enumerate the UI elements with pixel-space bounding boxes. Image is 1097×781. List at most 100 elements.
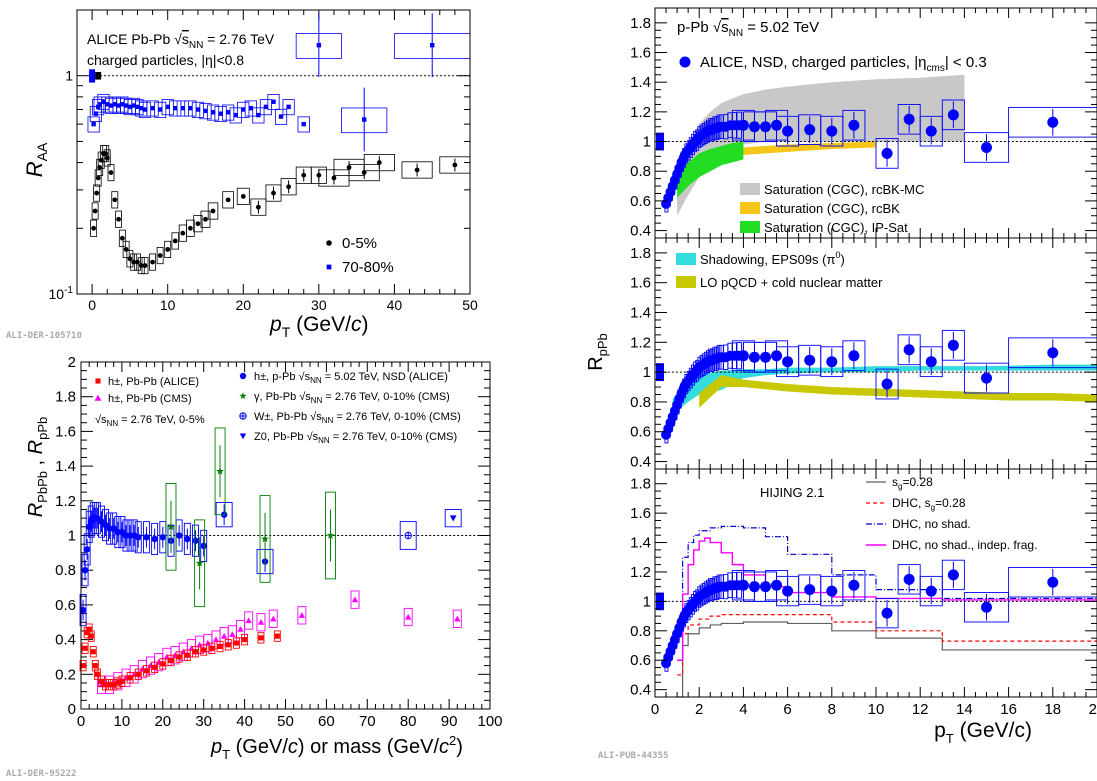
rppb-point (925, 585, 937, 597)
rpbpb-sys-box-alice (93, 668, 101, 680)
rpbpb-sys-box-alice (134, 668, 142, 680)
rpbpb-point-alice (84, 630, 90, 636)
rppb-point (903, 344, 915, 356)
raa-point-0-5 (240, 193, 246, 199)
rppb-legend-swatch (740, 202, 760, 214)
rpbpb-sys-box-gamma (259, 495, 271, 583)
rppb-line-dhc (677, 614, 1097, 676)
raa-sys-box-0-5 (141, 256, 149, 275)
raa-point-70-80 (210, 110, 216, 115)
rpbpb-point-ppb (83, 546, 91, 553)
watermark-2: ALI-DER-95222 (6, 769, 77, 779)
rpbpb-point-alice (152, 664, 158, 670)
rpbpb-ytick-label: 0.8 (55, 562, 76, 579)
raa-point-0-5 (94, 190, 100, 196)
rppb-sys-box (941, 329, 965, 361)
rpbpb-sys-box-alice (87, 630, 95, 642)
rpbpb-point-alice (192, 649, 199, 655)
raa-sys-box-70-80 (229, 107, 242, 124)
raa-point-70-80 (361, 117, 367, 122)
watermark-1: ALI-DER-105710 (6, 331, 82, 341)
rpbpb-point-gamma (216, 467, 224, 475)
raa-norm-blue (89, 69, 96, 83)
raa-point-70-80 (157, 107, 163, 112)
rpbpb-sys-box-alice (232, 637, 240, 649)
rpbpb-point-alice (225, 642, 231, 648)
raa-point-0-5 (361, 170, 367, 175)
rppb-ytick-label: 1.6 (630, 45, 651, 62)
rpbpb-point-cms (212, 636, 220, 643)
raa-sys-box-0-5 (186, 219, 195, 237)
rpbpb-sys-box-alice (273, 630, 281, 642)
rpbpb-point-cms (298, 612, 306, 618)
rpbpb-sys-box-alice (183, 649, 191, 661)
raa-x-title: pT (GeV/c) (269, 313, 368, 340)
rppb-ytick-label: 0.4 (630, 223, 651, 240)
raa-point-70-80 (263, 104, 269, 110)
raa-point-0-5 (414, 167, 420, 173)
rppb-ytick-label: 1.4 (630, 74, 651, 91)
raa-sys-box-0-5 (280, 178, 297, 196)
rppb-point (1047, 576, 1059, 588)
rppb-legend-label-sg: sg=0.28 (892, 475, 933, 491)
rpbpb-point-gamma (167, 522, 175, 531)
rpbpb-xtick-label: 90 (441, 713, 458, 730)
rpbpb-sys-box-cms (452, 609, 462, 628)
rppb-ytick-label: 1.6 (630, 275, 651, 292)
rppb-ytick-label: 1.8 (630, 15, 651, 32)
raa-sys-box-0-5 (164, 240, 172, 259)
rpbpb-y-title: RPbPb , RpPb (25, 417, 50, 518)
raa-sys-box-70-80 (87, 116, 100, 133)
rpbpb-sys-box-cms (244, 611, 254, 630)
rppb-sys-box (963, 132, 1010, 163)
rpbpb-ytick-label: 1.4 (55, 458, 76, 475)
rpbpb-point-cms (454, 615, 461, 622)
rpbpb-ytick-label: 0 (68, 701, 76, 718)
raa-sys-box-0-5 (250, 198, 267, 216)
rpbpb-sys-box-cms (256, 613, 266, 632)
rpbpb-point-alice (217, 643, 223, 650)
rpbpb-sys-box-alice (257, 632, 265, 644)
rpbpb-ytick-label: 0.2 (55, 666, 76, 683)
raa-point-0-5 (301, 172, 307, 178)
raa-point-0-5 (119, 235, 125, 241)
raa-point-0-5 (187, 225, 193, 231)
rppb-legend-label-indep: DHC, no shad., indep. frag. (892, 538, 1037, 552)
raa-point-0-5 (172, 238, 178, 244)
raa-point-70-80 (142, 107, 148, 112)
rppb-xtick-label: 4 (739, 701, 747, 718)
raa-sys-box-0-5 (207, 202, 219, 220)
raa-point-0-5 (157, 253, 163, 258)
rppb-ytick-label: 0.4 (630, 682, 651, 699)
rppb-point (804, 584, 816, 596)
rppb-point (981, 601, 992, 613)
raa-point-70-80 (112, 102, 117, 107)
rppb-sys-box (963, 362, 1010, 394)
raa-sys-box-0-5 (401, 161, 433, 179)
raa-point-0-5 (255, 204, 261, 210)
rppb-xtick-label: 16 (1000, 701, 1017, 718)
rppb-legend-label-eps09: Shadowing, EPS09s (π0) (700, 250, 845, 267)
raa-point-0-5 (210, 208, 216, 214)
raa-sys-box-70-80 (297, 116, 310, 133)
rpbpb-point-alice (143, 668, 149, 674)
raa-norm-black (95, 71, 102, 80)
rpbpb-point-cms (229, 631, 236, 637)
rppb-ytick-label: 0.8 (630, 394, 651, 411)
rppb-xtick-label: 20 (1089, 701, 1097, 718)
rppb-point (947, 569, 959, 581)
raa-point-70-80 (150, 105, 155, 111)
raa-point-0-5 (92, 208, 98, 214)
raa-point-0-5 (116, 216, 121, 222)
rpbpb-point-alice (168, 657, 174, 663)
rpbpb-point-w (404, 531, 412, 540)
rpbpb-point-cms (351, 596, 359, 603)
rppb-ytick-label: 1 (643, 364, 651, 381)
raa-xtick-label: 0 (88, 297, 96, 313)
rpbpb-point-z (449, 515, 457, 522)
raa-sys-box-0-5 (93, 184, 101, 202)
raa-point-0-5 (108, 170, 114, 175)
rppb-ytick-label: 1.8 (630, 245, 651, 262)
rpbpb-point-alice (80, 663, 86, 669)
rpbpb-sys-box-gamma (165, 483, 177, 571)
